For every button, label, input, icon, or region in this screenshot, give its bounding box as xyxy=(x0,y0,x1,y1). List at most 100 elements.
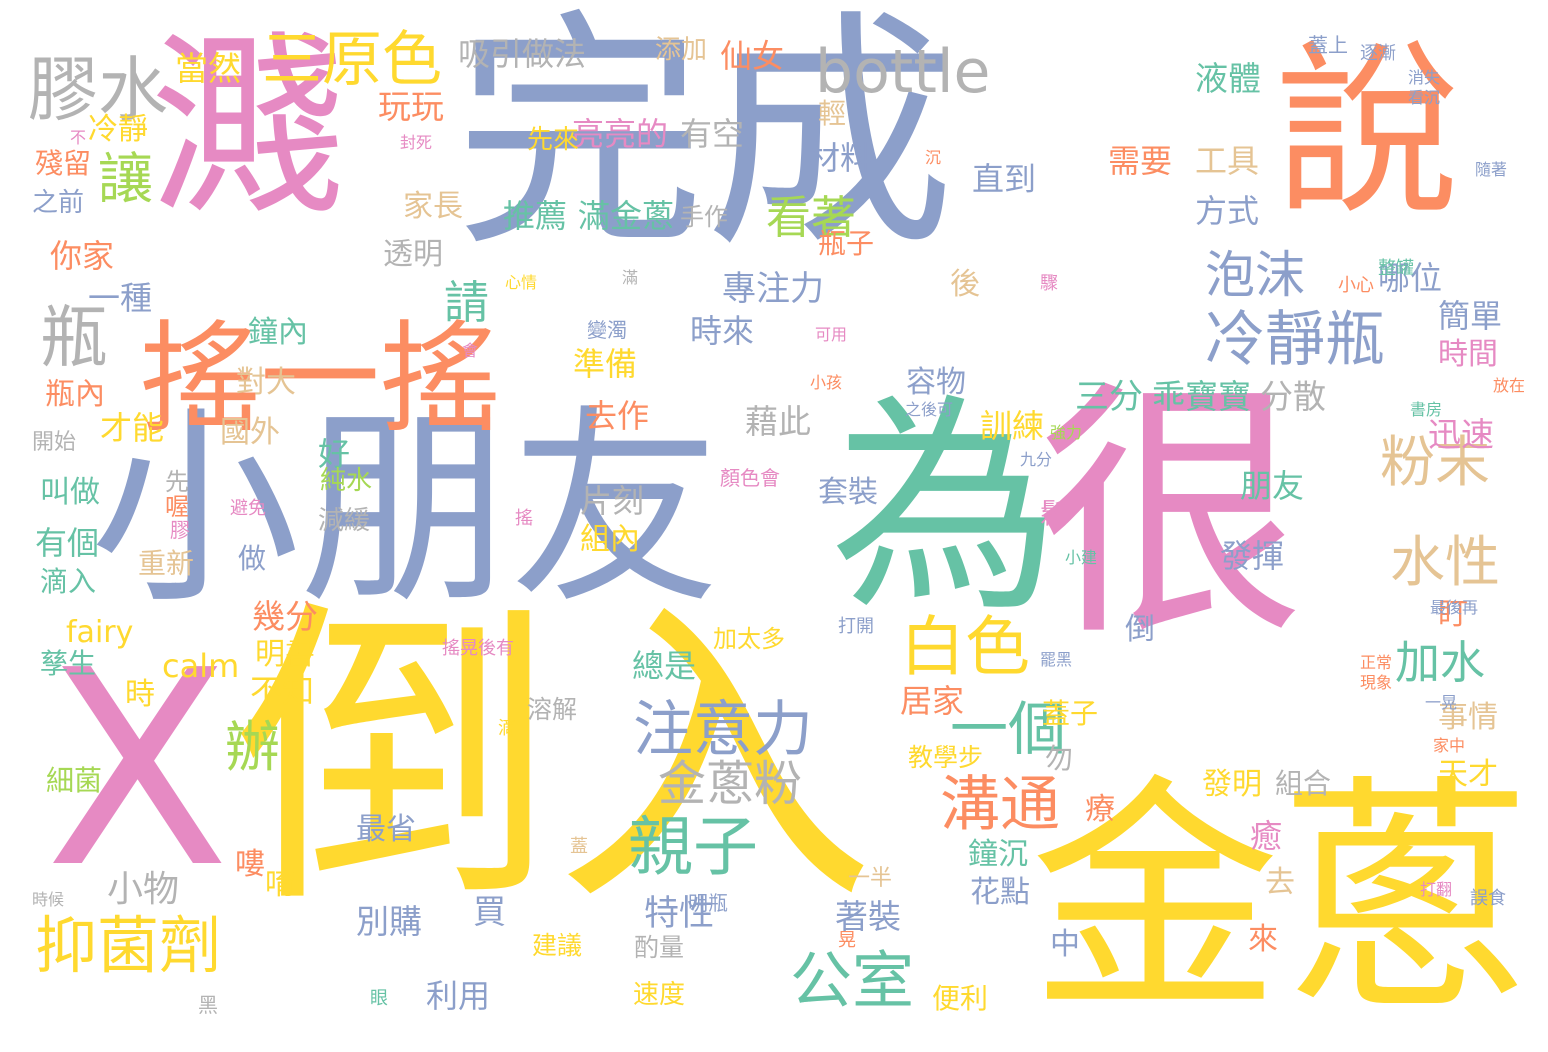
word-116: 蓋上 xyxy=(1308,33,1348,57)
word-9: 搖一搖 xyxy=(140,310,500,449)
word-158: 最後再 xyxy=(1430,598,1479,617)
word-60: 容物 xyxy=(906,365,966,400)
word-48: 瓶子 xyxy=(818,227,875,260)
word-117: 逐漸 xyxy=(1360,43,1396,64)
word-164: 打翻 xyxy=(1420,880,1453,899)
word-20: 溝通 xyxy=(940,770,1060,840)
word-55: 簡單 xyxy=(1438,297,1503,335)
word-10: bottle xyxy=(815,37,991,107)
word-115: 先來 xyxy=(527,125,580,155)
word-134: 鬆 xyxy=(1040,497,1069,530)
word-35: 亮亮的 xyxy=(572,115,669,153)
word-29: 請 xyxy=(444,276,490,329)
word-65: 去作 xyxy=(585,397,650,435)
word-58: 對大 xyxy=(236,365,296,400)
word-143: 搖晃後有 xyxy=(442,638,514,659)
word-50: 透明 xyxy=(383,237,443,272)
word-136: 中 xyxy=(1050,927,1080,962)
word-74: 片刻 xyxy=(580,482,645,520)
word-104: 酌量 xyxy=(634,933,685,962)
word-176: 晃 xyxy=(838,930,856,951)
word-7: 倒入 xyxy=(235,574,875,946)
word-62: 分散 xyxy=(1260,377,1326,416)
word-108: 滴入 xyxy=(40,565,97,598)
word-70: 迅速 xyxy=(1428,415,1494,454)
word-53: 鐘內 xyxy=(248,315,308,350)
word-28: 泡沫 xyxy=(1205,246,1305,304)
word-138: 先 xyxy=(165,468,189,496)
word-79: 做 xyxy=(238,542,267,575)
word-1: 說 xyxy=(1275,24,1460,240)
word-166: 明瓶 xyxy=(688,891,728,915)
word-124: 倒 xyxy=(1125,612,1155,647)
word-23: 辦 xyxy=(225,715,281,779)
word-150: 之後可 xyxy=(905,400,954,419)
word-66: 藉此 xyxy=(745,402,811,441)
word-0: 完成 xyxy=(455,0,955,280)
word-111: 減緩 xyxy=(318,506,371,536)
word-75: 套裝 xyxy=(818,475,878,510)
word-96: 特性 xyxy=(644,894,715,934)
word-94: 花點 xyxy=(970,875,1030,910)
word-154: 小心 xyxy=(1338,275,1374,296)
word-2: 濺 xyxy=(150,14,345,241)
word-119: 看沉 xyxy=(1408,88,1441,107)
word-89: 發明 xyxy=(1202,767,1262,802)
word-161: 一晃 xyxy=(1425,693,1458,712)
word-92: 最省 xyxy=(356,812,416,847)
word-12: 三原色 xyxy=(262,25,442,95)
word-93: 鐘沉 xyxy=(968,837,1028,872)
word-61: 三分 xyxy=(1075,377,1143,417)
word-107: 重新 xyxy=(138,547,195,580)
word-175: 黑 xyxy=(198,993,218,1017)
word-43: 直到 xyxy=(972,160,1037,198)
word-106: 加太多 xyxy=(713,625,785,653)
word-97: 著裝 xyxy=(835,897,901,936)
word-45: 需要 xyxy=(1108,142,1173,180)
word-41: 家長 xyxy=(403,189,463,224)
word-85: 不知 xyxy=(250,672,315,710)
word-6: X xyxy=(45,612,230,927)
word-149: 書房 xyxy=(1410,400,1443,419)
word-100: 利用 xyxy=(426,977,491,1015)
word-133: 時 xyxy=(125,677,155,712)
word-13: 讓 xyxy=(98,147,154,211)
word-120: 殘留 xyxy=(35,147,92,180)
word-49: 你家 xyxy=(50,237,115,275)
word-144: 打開 xyxy=(838,616,874,637)
word-172: 搖 xyxy=(515,508,533,529)
word-87: 事情 xyxy=(1438,700,1498,735)
word-95: 小物 xyxy=(107,869,180,910)
word-21: 親子 xyxy=(628,810,759,885)
word-109: 孳生 xyxy=(40,647,97,680)
word-168: 封死 xyxy=(400,133,433,152)
word-173: 小建 xyxy=(1065,548,1098,567)
word-128: 療 xyxy=(1085,792,1115,827)
word-177: 蓋 xyxy=(570,836,588,857)
word-52: 專注力 xyxy=(722,269,824,309)
word-22: 公室 xyxy=(790,944,915,1017)
word-54: 哪位 xyxy=(1378,259,1443,297)
word-171: 滴 xyxy=(498,718,516,739)
word-170: 沉 xyxy=(925,148,942,167)
word-31: 吸引做法 xyxy=(458,35,587,73)
word-82: calm xyxy=(162,647,240,685)
word-44: 液體 xyxy=(1195,59,1261,98)
word-46: 工具 xyxy=(1195,142,1260,180)
word-91: 天才 xyxy=(1438,757,1498,792)
word-145: 九分 xyxy=(1020,450,1053,469)
word-152: 變濁 xyxy=(587,318,627,342)
word-34: 玩玩 xyxy=(378,87,444,126)
word-159: 正常 xyxy=(1360,653,1393,672)
word-113: 開始 xyxy=(32,430,77,455)
word-155: 驟 xyxy=(1040,273,1058,294)
word-139: 喔 xyxy=(165,493,189,521)
word-165: 時候 xyxy=(32,890,65,909)
word-26: 水性 xyxy=(1390,530,1501,594)
word-38: 推薦 xyxy=(503,197,568,235)
word-131: 嘍 xyxy=(235,847,265,882)
word-18: 注意力 xyxy=(633,695,813,765)
word-37: 冷靜 xyxy=(88,112,148,147)
word-76: 有個 xyxy=(35,524,100,562)
word-56: 時來 xyxy=(690,312,755,350)
